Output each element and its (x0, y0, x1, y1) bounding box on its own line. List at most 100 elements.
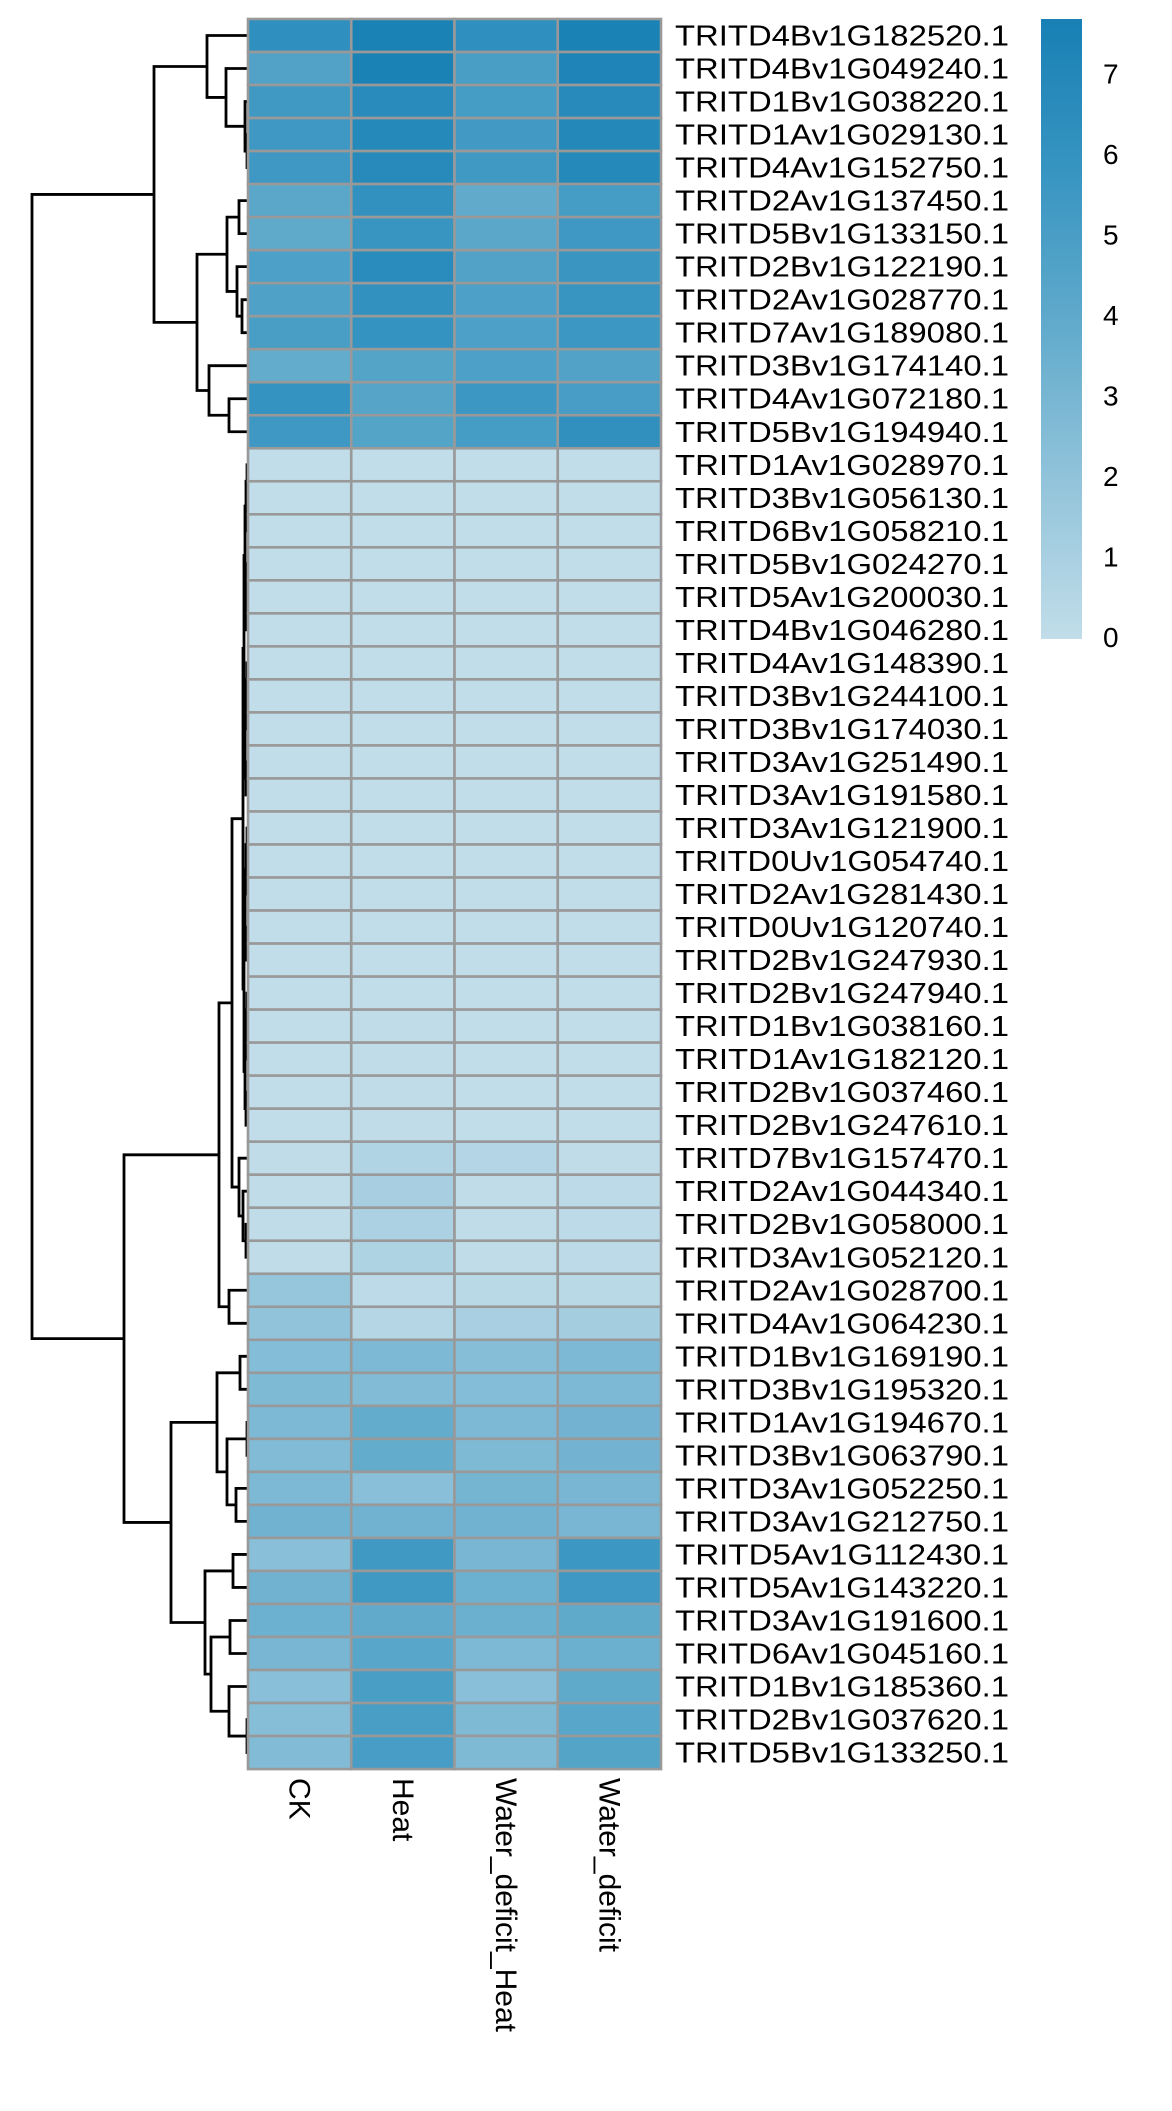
heatmap-cell (453, 1008, 560, 1044)
heatmap-cell (556, 1602, 663, 1639)
dendrogram-branch (227, 397, 248, 434)
heatmap-cell (556, 50, 663, 87)
legend-tick-label: 1 (1103, 541, 1119, 572)
heatmap-cell (556, 810, 663, 846)
column-labels: CK Heat Water_deficit_Heat Water_deficit (283, 1778, 626, 2033)
heatmap-cell (246, 1107, 353, 1143)
heatmap-cell (453, 843, 560, 879)
heatmap-cell (556, 1173, 663, 1210)
heatmap-cell (453, 1074, 560, 1110)
heatmap-cell (453, 1470, 560, 1507)
heatmap-cell (349, 1569, 456, 1606)
heatmap-cell (349, 678, 456, 714)
heatmap-cell (556, 413, 663, 450)
heatmap-cell (453, 1602, 560, 1639)
heatmap-cell (556, 1404, 663, 1441)
heatmap-cell (453, 876, 560, 912)
heatmap-cell (453, 909, 560, 945)
heatmap-cell (453, 314, 560, 351)
row-label: TRITD3Bv1G174030.1 (675, 714, 1009, 746)
dendrogram-branch (30, 193, 154, 1341)
heatmap-cell (349, 281, 456, 318)
row-label: TRITD0Uv1G120740.1 (675, 912, 1009, 944)
heatmap-cell (349, 1437, 456, 1474)
heatmap-cell (453, 1437, 560, 1474)
heatmap-cell (453, 215, 560, 252)
row-label: TRITD1Bv1G038160.1 (675, 1011, 1009, 1043)
heatmap-cell (556, 876, 663, 912)
heatmap-cell (246, 479, 353, 516)
heatmap-cell (349, 50, 456, 87)
heatmap-cell (349, 17, 456, 54)
heatmap-cell (556, 1701, 663, 1738)
row-label: TRITD2Av1G028700.1 (675, 1275, 1009, 1307)
heatmap-cell (349, 744, 456, 780)
heatmap-cell (453, 1569, 560, 1606)
heatmap-cell (246, 182, 353, 219)
heatmap-cell (556, 380, 663, 417)
row-label: TRITD2Bv1G037460.1 (675, 1077, 1009, 1109)
heatmap-cell (453, 612, 560, 648)
heatmap-cell (453, 182, 560, 219)
heatmap-cell (246, 347, 353, 384)
heatmap-cell (453, 1239, 560, 1276)
heatmap-cell (556, 149, 663, 186)
heatmap-cell (556, 83, 663, 120)
legend-tick-label: 4 (1103, 300, 1119, 331)
heatmap-cell (453, 810, 560, 846)
heatmap-cell (349, 1602, 456, 1639)
heatmap-cell (556, 909, 663, 945)
heatmap-cell (246, 1602, 353, 1639)
row-label: TRITD6Bv1G058210.1 (675, 516, 1009, 548)
dendrogram-branch (230, 817, 243, 1189)
heatmap-cell (349, 579, 456, 615)
heatmap-cell (246, 1503, 353, 1540)
heatmap-cell (556, 1668, 663, 1705)
heatmap-cell (246, 215, 353, 252)
heatmap-cell (349, 645, 456, 681)
heatmap-cell (246, 1701, 353, 1738)
heatmap-cell (349, 1305, 456, 1342)
heatmap-cell (453, 1173, 560, 1210)
heatmap-cell (246, 1140, 353, 1177)
row-label: TRITD5Bv1G024270.1 (675, 549, 1009, 581)
heatmap-cell (349, 215, 456, 252)
heatmap-cell (246, 1569, 353, 1606)
heatmap-cell (556, 843, 663, 879)
row-label: TRITD4Bv1G049240.1 (675, 54, 1009, 86)
heatmap-cell (556, 1371, 663, 1408)
heatmap-cell (246, 1404, 353, 1441)
heatmap-cell (453, 645, 560, 681)
heatmap-cell (246, 546, 353, 582)
heatmap-cell (453, 446, 560, 483)
heatmap-cell (349, 711, 456, 747)
heatmap-cell (453, 512, 560, 549)
heatmap-cell (246, 380, 353, 417)
heatmap-cell (349, 314, 456, 351)
heatmap-cell (246, 1239, 353, 1276)
heatmap-cell (556, 1503, 663, 1540)
heatmap-cell (453, 1404, 560, 1441)
heatmap-cell (556, 215, 663, 252)
row-label: TRITD4Bv1G182520.1 (675, 21, 1009, 53)
heatmap-cell (246, 314, 353, 351)
heatmap-cell (349, 777, 456, 813)
heatmap-cell (453, 744, 560, 780)
heatmap-cell (246, 1338, 353, 1375)
heatmap-cell (453, 1371, 560, 1408)
row-label: TRITD3Av1G191580.1 (675, 780, 1009, 812)
dendrogram-branch (215, 1371, 240, 1474)
heatmap-cell (556, 479, 663, 516)
heatmap-cell (349, 479, 456, 516)
heatmap-cell (453, 1338, 560, 1375)
heatmap-cell (556, 1041, 663, 1077)
heatmap-cell (246, 446, 353, 483)
heatmap-cell (349, 248, 456, 285)
heatmap-cells (246, 17, 663, 1771)
heatmap-cell (453, 1503, 560, 1540)
legend-tick-label: 5 (1103, 219, 1119, 250)
legend-tick-label: 2 (1103, 461, 1119, 492)
row-label: TRITD2Bv1G058000.1 (675, 1209, 1009, 1241)
heatmap-cell (349, 1371, 456, 1408)
heatmap-cell (349, 347, 456, 384)
